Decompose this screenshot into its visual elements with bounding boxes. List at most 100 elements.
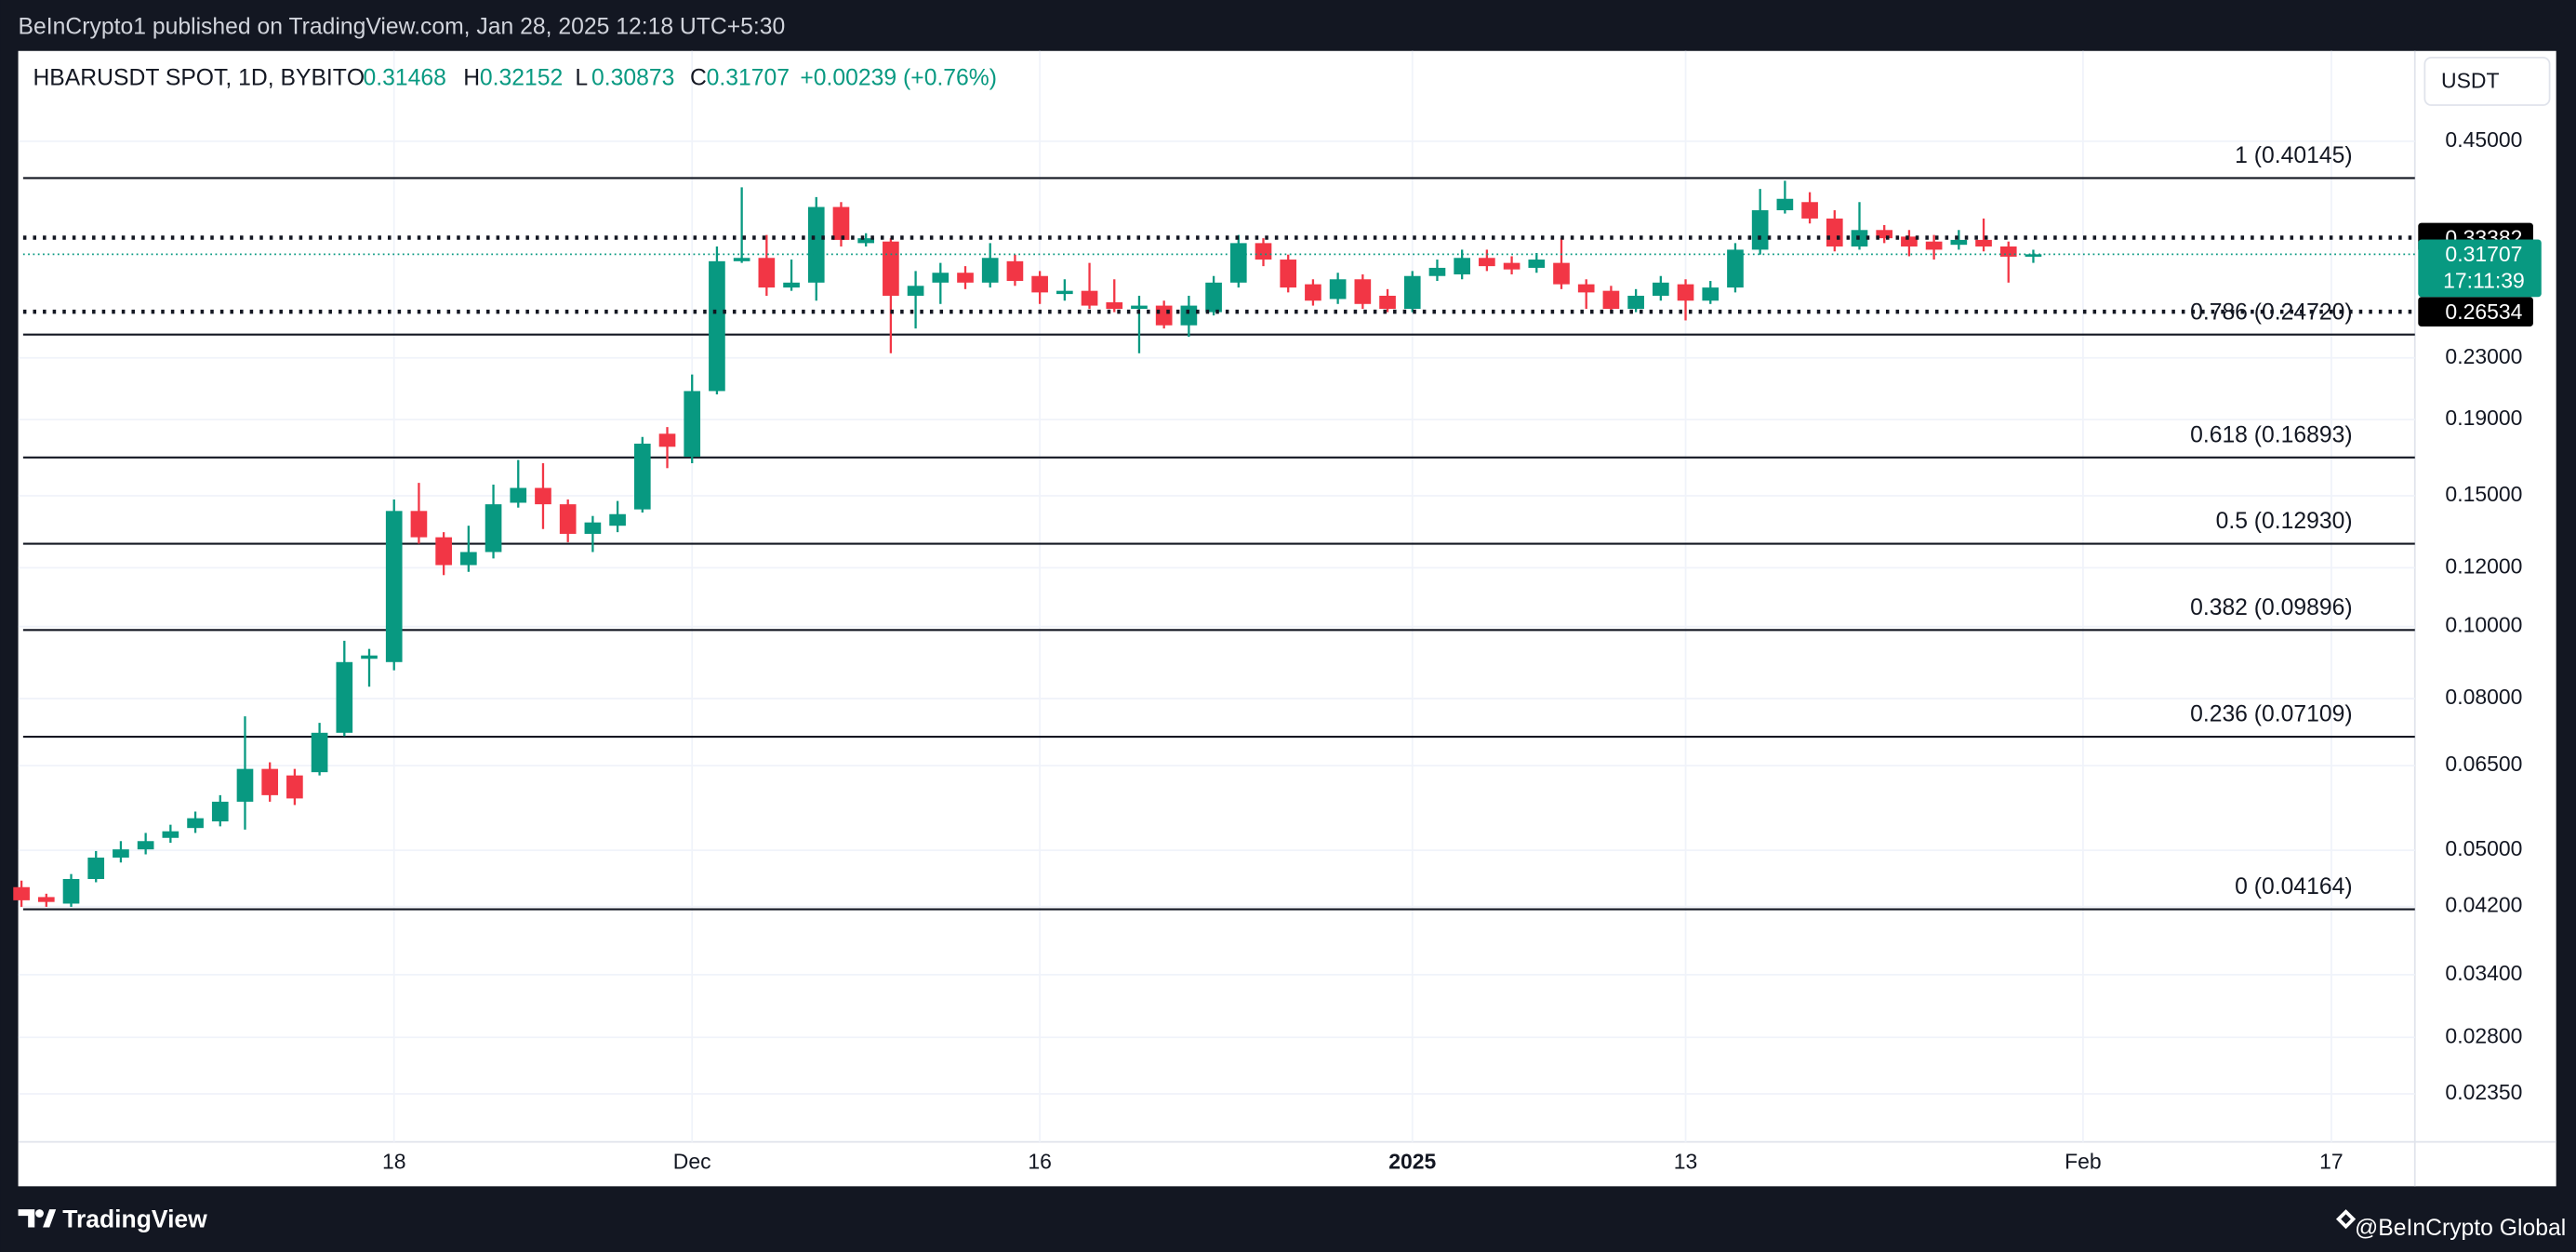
grid bbox=[18, 50, 2415, 1142]
candle-body bbox=[1329, 279, 1347, 300]
candle-body bbox=[1131, 305, 1148, 310]
candle-body bbox=[1876, 230, 1893, 239]
candle-body bbox=[1975, 239, 1992, 246]
price-label: 0.26534 bbox=[2445, 300, 2522, 324]
candle-body bbox=[957, 273, 974, 283]
candle-body bbox=[1925, 241, 1943, 250]
x-tick-label: 18 bbox=[382, 1150, 406, 1174]
candle-body bbox=[37, 897, 55, 902]
candle-body bbox=[709, 260, 725, 392]
y-tick-label: 0.04200 bbox=[2445, 893, 2522, 917]
y-tick-label: 0.03400 bbox=[2445, 961, 2522, 985]
x-tick-label: 13 bbox=[1674, 1150, 1698, 1174]
x-tick-label: 2025 bbox=[1388, 1150, 1436, 1174]
candle-body bbox=[87, 857, 105, 879]
x-tick-label: 17 bbox=[2319, 1150, 2344, 1174]
candle-body bbox=[1155, 305, 1173, 326]
candle-body bbox=[385, 511, 403, 662]
x-tick-label: Dec bbox=[673, 1150, 711, 1174]
candle-body bbox=[1577, 284, 1595, 293]
candle-body bbox=[261, 768, 279, 795]
candle-body bbox=[535, 487, 551, 505]
candle-body bbox=[1776, 198, 1794, 211]
candle-body bbox=[1602, 290, 1620, 310]
candle-body bbox=[410, 511, 428, 538]
candle-body bbox=[1379, 295, 1396, 310]
candle-body bbox=[883, 241, 899, 296]
ohlc-letter: L bbox=[575, 65, 588, 90]
price-label-box bbox=[2418, 297, 2533, 327]
y-tick-label: 0.45000 bbox=[2445, 127, 2522, 152]
fib-label: 0.618 (0.16893) bbox=[2190, 422, 2353, 447]
candle-body bbox=[1751, 210, 1769, 250]
candle-body bbox=[1180, 305, 1198, 326]
candle-body bbox=[584, 522, 602, 534]
candle-body bbox=[1826, 218, 1843, 246]
fib-label: 1 (0.40145) bbox=[2235, 143, 2352, 168]
publisher: BeInCrypto1 published on TradingView.com… bbox=[19, 15, 786, 40]
currency-box[interactable] bbox=[2423, 56, 2551, 106]
candle-body bbox=[435, 537, 452, 566]
candle-body bbox=[1229, 243, 1247, 283]
fib-label: 0 (0.04164) bbox=[2235, 874, 2352, 899]
candle-body bbox=[1627, 295, 1644, 310]
y-tick-label: 0.10000 bbox=[2445, 613, 2522, 637]
countdown: 17:11:39 bbox=[2443, 268, 2525, 292]
fib-label: 0.5 (0.12930) bbox=[2216, 509, 2353, 534]
candle-body bbox=[1999, 246, 2017, 257]
candle-body bbox=[1280, 260, 1297, 288]
candle-body bbox=[510, 487, 527, 503]
candle-body bbox=[1677, 284, 1694, 301]
candle-body bbox=[1901, 236, 1918, 246]
candle-body bbox=[857, 238, 875, 244]
y-tick-label: 0.02800 bbox=[2445, 1023, 2522, 1047]
candle-body bbox=[1305, 284, 1321, 301]
candle-body bbox=[932, 273, 949, 283]
candle-body bbox=[361, 655, 378, 659]
candle-body bbox=[981, 258, 999, 283]
candle-body bbox=[1553, 262, 1570, 285]
candle-body bbox=[658, 433, 676, 447]
candle-body bbox=[236, 768, 254, 802]
candle-body bbox=[460, 552, 477, 566]
candle-body bbox=[1801, 202, 1818, 219]
candle-body bbox=[559, 504, 577, 534]
x-tick-label: 16 bbox=[1028, 1150, 1052, 1174]
candles bbox=[13, 180, 2042, 907]
candle-body bbox=[1056, 290, 1073, 295]
ohlc-value: 0.31707 bbox=[707, 65, 790, 90]
symbol: HBARUSDT SPOT, 1D, BYBIT bbox=[33, 65, 346, 90]
candle-body bbox=[1727, 249, 1744, 288]
candle-body bbox=[162, 831, 179, 838]
y-tick-label: 0.19000 bbox=[2445, 406, 2522, 430]
candle-body bbox=[609, 513, 626, 526]
candle-body bbox=[2025, 254, 2042, 257]
last-price-label: 0.31707 bbox=[2445, 242, 2522, 266]
chart-panel bbox=[18, 50, 2556, 1187]
candle-body bbox=[485, 504, 502, 553]
candle-body bbox=[13, 886, 30, 900]
tradingview-logo bbox=[18, 1209, 57, 1228]
candle-body bbox=[211, 801, 229, 822]
ohlc-value: 0.30873 bbox=[591, 65, 674, 90]
fib-label: 0.236 (0.07109) bbox=[2190, 702, 2353, 727]
ohlc-value: 0.32152 bbox=[480, 65, 563, 90]
candle-body bbox=[137, 841, 154, 850]
last-price-box bbox=[2418, 239, 2542, 298]
candle-body bbox=[1702, 287, 1720, 301]
candle-body bbox=[113, 849, 129, 858]
x-tick-label: Feb bbox=[2065, 1150, 2102, 1174]
ohlc-value: 0.31468 bbox=[364, 65, 446, 90]
candle-body bbox=[1106, 302, 1123, 310]
fib-label: 0.382 (0.09896) bbox=[2190, 595, 2353, 620]
y-tick-label: 0.23000 bbox=[2445, 344, 2522, 368]
candle-body bbox=[1205, 282, 1222, 313]
candle-body bbox=[62, 878, 80, 904]
ohlc-letter: C bbox=[690, 65, 707, 90]
brand: TradingView bbox=[62, 1205, 207, 1232]
candle-body bbox=[1479, 258, 1495, 267]
candle-body bbox=[1081, 290, 1098, 306]
candle-body bbox=[907, 286, 924, 296]
